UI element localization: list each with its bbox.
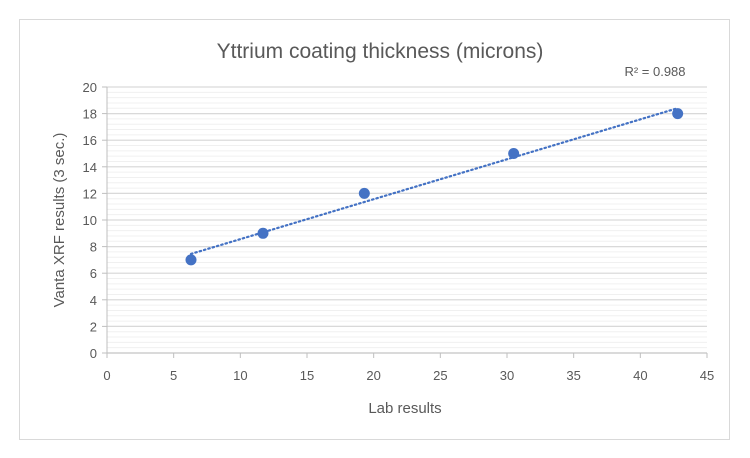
x-tick-label: 20: [366, 368, 380, 383]
y-axis-label: Vanta XRF results (3 sec.): [51, 133, 68, 308]
chart-title: Yttrium coating thickness (microns): [217, 40, 544, 63]
data-point: [257, 227, 269, 239]
y-tick-label: 14: [83, 160, 97, 175]
x-tick-label: 35: [566, 368, 580, 383]
data-point: [672, 108, 684, 120]
y-tick-label: 10: [83, 213, 97, 228]
y-tick-label: 0: [90, 346, 97, 361]
x-tick-label: 15: [300, 368, 314, 383]
trendline: [189, 107, 679, 256]
data-point: [358, 187, 370, 199]
x-tick-label: 10: [233, 368, 247, 383]
y-tick-label: 2: [90, 319, 97, 334]
x-tick-label: 30: [500, 368, 514, 383]
x-tick-label: 25: [433, 368, 447, 383]
x-tick-label: 45: [700, 368, 714, 383]
chart-frame: [19, 19, 730, 440]
data-point: [185, 254, 197, 266]
x-tick-label: 40: [633, 368, 647, 383]
y-tick-label: 8: [90, 240, 97, 255]
data-point: [508, 148, 520, 159]
x-tick-label: 0: [103, 368, 110, 383]
x-tick-label: 5: [170, 368, 177, 383]
x-axis-label: Lab results: [368, 400, 441, 417]
y-tick-label: 16: [83, 133, 97, 148]
y-tick-label: 20: [83, 80, 97, 95]
y-tick-label: 6: [90, 266, 97, 281]
r-squared-label: R² = 0.988: [624, 64, 685, 79]
y-tick-label: 18: [83, 107, 97, 122]
y-tick-label: 12: [83, 186, 97, 201]
y-tick-label: 4: [90, 293, 97, 308]
